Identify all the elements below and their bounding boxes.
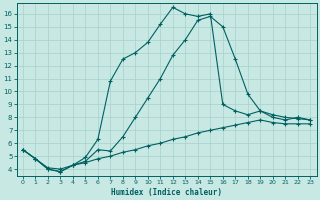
X-axis label: Humidex (Indice chaleur): Humidex (Indice chaleur) (111, 188, 222, 197)
